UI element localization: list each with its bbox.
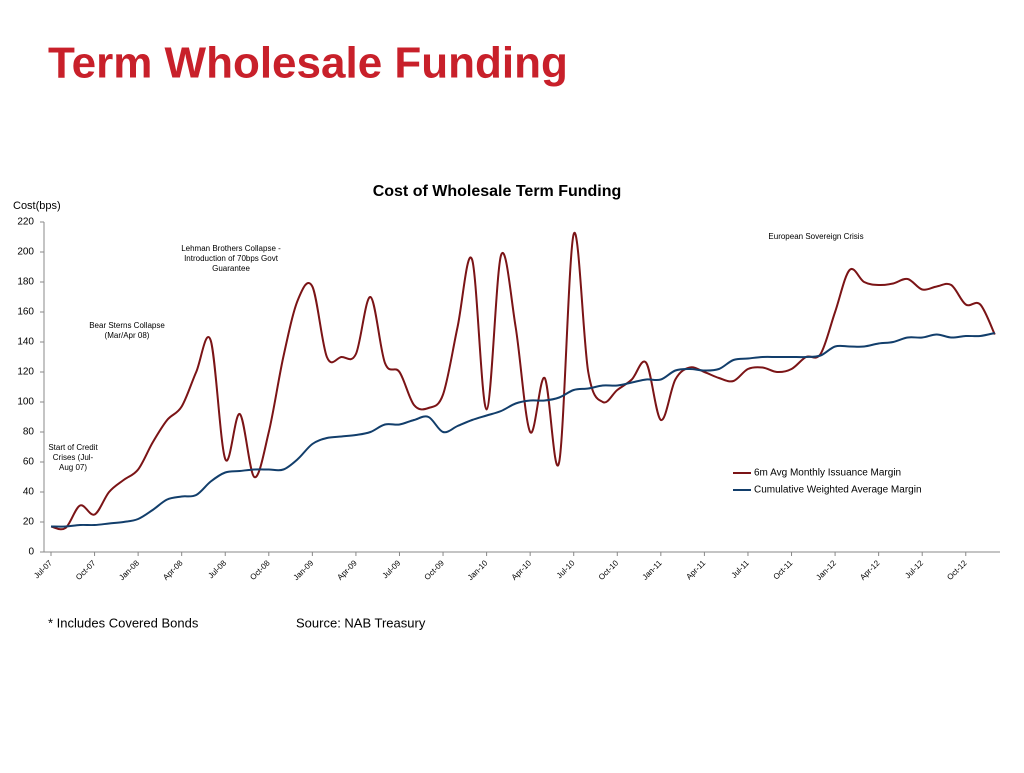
- footnote: * Includes Covered Bonds: [48, 615, 199, 630]
- x-tick-label: Jul-07: [32, 558, 54, 580]
- legend-label: Cumulative Weighted Average Margin: [754, 485, 922, 496]
- x-tick-label: Apr-08: [161, 558, 185, 582]
- annotation: Guarantee: [212, 264, 250, 273]
- y-tick-label: 40: [23, 487, 35, 498]
- x-tick-label: Oct-07: [74, 558, 98, 582]
- x-tick-label: Jan-11: [640, 558, 664, 582]
- x-tick-label: Jan-12: [814, 558, 838, 582]
- x-tick-label: Apr-11: [684, 558, 707, 581]
- annotation: Crises (Jul-: [53, 453, 94, 462]
- y-tick-label: 180: [17, 277, 34, 288]
- series-line: [50, 231, 996, 531]
- y-tick-label: 200: [17, 247, 34, 258]
- y-tick-label: 80: [23, 427, 35, 438]
- annotation: (Mar/Apr 08): [105, 331, 150, 340]
- source: Source: NAB Treasury: [296, 615, 426, 630]
- annotation: Bear Sterns Collapse: [89, 321, 165, 330]
- x-tick-label: Apr-09: [335, 558, 359, 582]
- y-tick-label: 120: [17, 367, 34, 378]
- x-tick-label: Jul-12: [903, 558, 925, 580]
- x-tick-label: Jan-09: [292, 558, 316, 582]
- y-tick-label: 140: [17, 337, 34, 348]
- slide-title: Term Wholesale Funding: [48, 39, 568, 88]
- x-tick-label: Oct-11: [772, 558, 795, 581]
- x-tick-label: Apr-12: [858, 558, 882, 582]
- annotation: Aug 07): [59, 463, 87, 472]
- y-tick-label: 60: [23, 457, 35, 468]
- annotation: Introduction of 70bps Govt: [184, 254, 279, 263]
- x-tick-label: Apr-10: [510, 558, 534, 582]
- annotation: Lehman Brothers Collapse -: [181, 244, 281, 253]
- x-tick-label: Oct-10: [597, 558, 621, 582]
- x-tick-label: Oct-08: [248, 558, 272, 582]
- chart-title: Cost of Wholesale Term Funding: [373, 183, 622, 200]
- annotation: European Sovereign Crisis: [768, 232, 863, 241]
- y-axis-label: Cost(bps): [13, 200, 61, 212]
- x-tick-label: Jul-08: [206, 558, 228, 580]
- x-tick-label: Jul-09: [381, 558, 403, 580]
- x-tick-label: Jan-08: [117, 558, 141, 582]
- x-tick-label: Oct-12: [945, 558, 969, 582]
- y-tick-label: 20: [23, 517, 35, 528]
- y-tick-label: 0: [28, 547, 34, 558]
- x-tick-label: Oct-09: [423, 558, 447, 582]
- x-tick-label: Jul-10: [555, 558, 577, 580]
- y-tick-label: 220: [17, 217, 34, 228]
- x-tick-label: Jul-11: [730, 558, 752, 580]
- series-line: [50, 332, 996, 528]
- y-tick-label: 160: [17, 307, 34, 318]
- x-tick-label: Jan-10: [466, 558, 490, 582]
- legend-label: 6m Avg Monthly Issuance Margin: [754, 468, 901, 479]
- annotation: Start of Credit: [48, 443, 98, 452]
- y-tick-label: 100: [17, 397, 34, 408]
